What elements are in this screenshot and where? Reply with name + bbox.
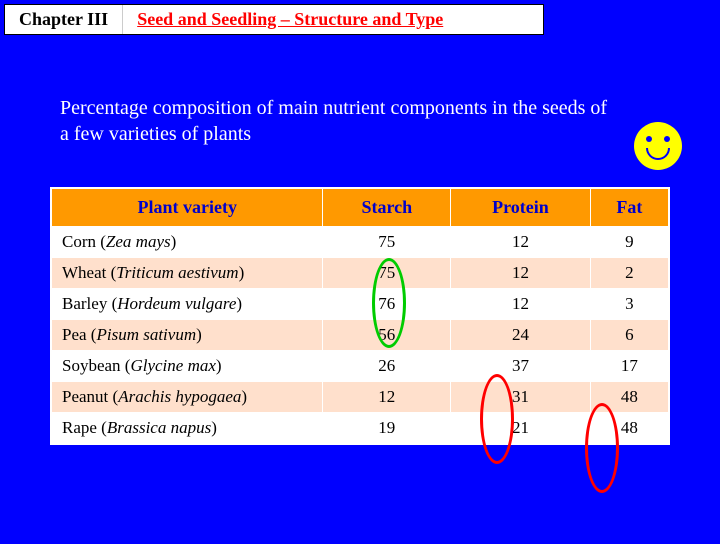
cell-variety: Pea (Pisum sativum): [52, 320, 323, 351]
cell-protein: 21: [451, 413, 591, 444]
cell-variety: Soybean (Glycine max): [52, 351, 323, 382]
cell-fat: 48: [590, 382, 668, 413]
table-row: Rape (Brassica napus)192148: [52, 413, 669, 444]
smiley-icon: [634, 122, 682, 170]
cell-fat: 2: [590, 258, 668, 289]
col-header-fat: Fat: [590, 189, 668, 227]
table-row: Corn (Zea mays)75129: [52, 227, 669, 258]
chapter-label: Chapter III: [5, 5, 123, 34]
cell-starch: 75: [323, 227, 451, 258]
page-subtitle: Percentage composition of main nutrient …: [60, 95, 620, 147]
chapter-title: Seed and Seedling – Structure and Type: [123, 5, 457, 34]
cell-fat: 6: [590, 320, 668, 351]
cell-starch: 76: [323, 289, 451, 320]
table-row: Peanut (Arachis hypogaea)123148: [52, 382, 669, 413]
cell-starch: 19: [323, 413, 451, 444]
cell-variety: Rape (Brassica napus): [52, 413, 323, 444]
cell-fat: 3: [590, 289, 668, 320]
cell-variety: Wheat (Triticum aestivum): [52, 258, 323, 289]
cell-fat: 9: [590, 227, 668, 258]
cell-variety: Peanut (Arachis hypogaea): [52, 382, 323, 413]
nutrient-table: Plant variety Starch Protein Fat Corn (Z…: [51, 188, 669, 444]
cell-variety: Barley (Hordeum vulgare): [52, 289, 323, 320]
cell-protein: 12: [451, 289, 591, 320]
cell-protein: 12: [451, 258, 591, 289]
table-row: Barley (Hordeum vulgare)76123: [52, 289, 669, 320]
col-header-starch: Starch: [323, 189, 451, 227]
cell-starch: 75: [323, 258, 451, 289]
table-row: Soybean (Glycine max)263717: [52, 351, 669, 382]
cell-protein: 31: [451, 382, 591, 413]
col-header-protein: Protein: [451, 189, 591, 227]
nutrient-table-wrap: Plant variety Starch Protein Fat Corn (Z…: [50, 187, 670, 445]
cell-variety: Corn (Zea mays): [52, 227, 323, 258]
table-row: Wheat (Triticum aestivum)75122: [52, 258, 669, 289]
cell-protein: 37: [451, 351, 591, 382]
table-body: Corn (Zea mays)75129Wheat (Triticum aest…: [52, 227, 669, 444]
cell-starch: 26: [323, 351, 451, 382]
cell-fat: 17: [590, 351, 668, 382]
header-bar: Chapter III Seed and Seedling – Structur…: [4, 4, 544, 35]
col-header-variety: Plant variety: [52, 189, 323, 227]
cell-starch: 56: [323, 320, 451, 351]
cell-starch: 12: [323, 382, 451, 413]
table-row: Pea (Pisum sativum)56246: [52, 320, 669, 351]
cell-protein: 24: [451, 320, 591, 351]
cell-protein: 12: [451, 227, 591, 258]
cell-fat: 48: [590, 413, 668, 444]
